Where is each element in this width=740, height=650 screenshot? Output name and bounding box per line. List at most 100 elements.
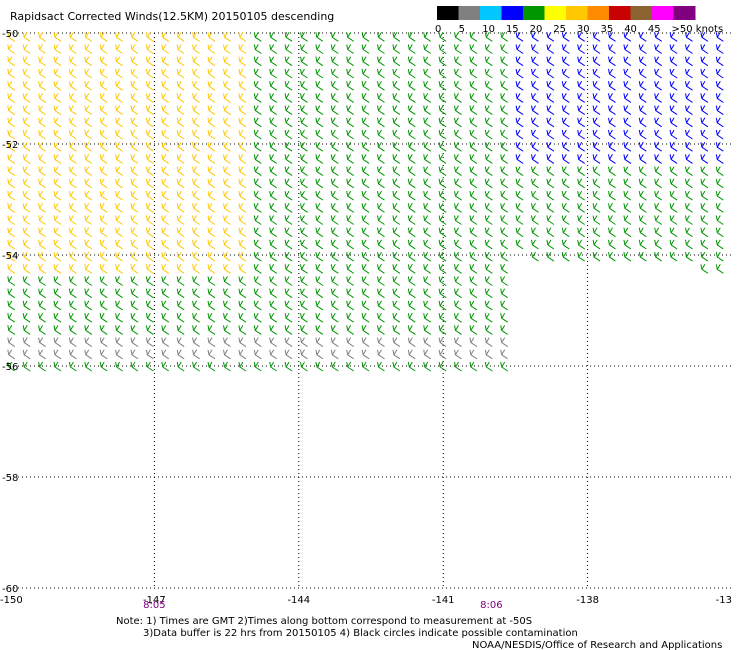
wind-barb (7, 312, 16, 323)
wind-barb (99, 105, 108, 116)
wind-barb (361, 300, 370, 311)
wind-barb (130, 337, 139, 348)
wind-barb (115, 154, 123, 164)
wind-barb (454, 251, 462, 262)
wind-barb (269, 166, 277, 177)
wind-barb (7, 105, 16, 116)
wind-barb (84, 312, 93, 323)
wind-barb (515, 129, 524, 140)
wind-barb (207, 239, 216, 250)
wind-barb (130, 56, 139, 67)
wind-barb (161, 312, 170, 323)
wind-barb (623, 117, 632, 128)
wind-barb (715, 264, 724, 274)
wind-barb (269, 288, 277, 299)
wind-barb (68, 337, 77, 348)
wind-barb (685, 190, 693, 201)
wind-barb (253, 56, 262, 67)
wind-barb (53, 215, 62, 225)
wind-barb (145, 215, 154, 225)
wind-barb (469, 190, 478, 201)
wind-barb (531, 166, 539, 177)
wind-barb (161, 154, 170, 164)
wind-barb (53, 325, 62, 335)
wind-barb (238, 93, 247, 103)
wind-barb (176, 276, 185, 286)
wind-barb (207, 56, 216, 67)
wind-barb (38, 44, 46, 54)
wind-barb (300, 56, 308, 67)
wind-barb (669, 68, 678, 79)
wind-barb (377, 300, 385, 311)
wind-barb (423, 105, 431, 116)
wind-barb (561, 141, 570, 152)
wind-barb (454, 361, 462, 372)
wind-barb (346, 288, 354, 299)
legend-swatch (652, 6, 674, 20)
wind-barb (638, 117, 647, 128)
wind-barb (7, 264, 16, 274)
wind-barb (300, 312, 308, 323)
wind-barb (392, 300, 401, 311)
wind-barb (438, 178, 447, 189)
wind-barb (269, 141, 277, 152)
wind-barb (130, 178, 139, 189)
wind-barb (176, 239, 185, 250)
wind-barb (377, 349, 385, 360)
wind-barb (515, 68, 524, 79)
wind-barb (361, 361, 370, 372)
wind-barb (269, 154, 277, 164)
wind-barb (38, 32, 46, 42)
wind-barb (654, 68, 662, 79)
wind-barb (22, 312, 31, 323)
wind-barb (561, 80, 570, 91)
wind-barb (161, 203, 170, 213)
wind-barb (192, 288, 200, 299)
wind-barb (423, 349, 431, 360)
wind-barb (407, 80, 416, 91)
wind-barb (500, 349, 508, 360)
wind-barb (669, 215, 678, 225)
wind-barb (223, 276, 231, 286)
wind-barb (515, 215, 524, 225)
wind-barb (22, 44, 31, 54)
wind-barb (176, 32, 185, 42)
wind-barb (438, 264, 447, 274)
wind-barb (99, 154, 108, 164)
swath-time-label: 8:06 (480, 600, 502, 611)
wind-barb (469, 141, 478, 152)
wind-barb (145, 300, 154, 311)
wind-barb (638, 154, 647, 164)
wind-barb (253, 288, 262, 299)
wind-barb (438, 325, 447, 335)
wind-barb (22, 251, 31, 262)
wind-barb (269, 312, 277, 323)
wind-barb (577, 203, 585, 213)
wind-barb (715, 227, 724, 238)
wind-barb (361, 227, 370, 238)
wind-barb (253, 32, 262, 42)
wind-barb (608, 203, 616, 213)
wind-barbs (7, 32, 724, 372)
wind-barb (7, 349, 16, 360)
wind-barb (654, 190, 662, 201)
wind-barb (161, 166, 170, 177)
wind-barb (454, 93, 462, 103)
wind-barb (145, 80, 154, 91)
wind-barb (284, 117, 293, 128)
wind-barb (700, 203, 709, 213)
wind-barb (238, 300, 247, 311)
wind-barb (115, 361, 123, 372)
wind-barb (99, 349, 108, 360)
wind-barb (145, 93, 154, 103)
wind-barb (361, 44, 370, 54)
wind-barb (22, 105, 31, 116)
wind-barb (561, 227, 570, 238)
wind-barb (500, 141, 508, 152)
wind-barb (500, 105, 508, 116)
wind-barb (592, 227, 601, 238)
wind-barb (145, 32, 154, 42)
wind-barb (392, 44, 401, 54)
wind-barb (207, 68, 216, 79)
wind-barb (145, 264, 154, 274)
